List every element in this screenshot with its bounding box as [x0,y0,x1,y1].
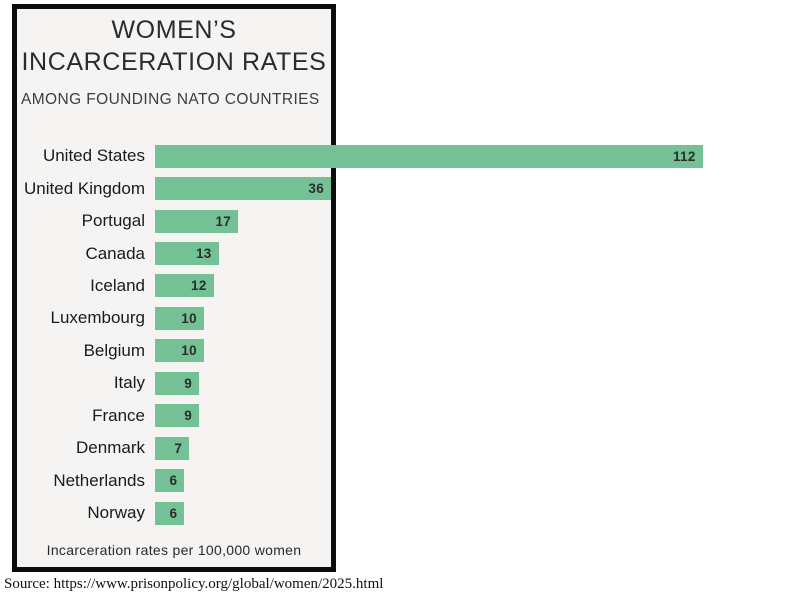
bar-united-kingdom: 36 [155,177,332,201]
table-row: Denmark 7 [17,432,777,464]
axis-caption: Incarceration rates per 100,000 women [46,542,302,558]
table-row: Luxembourg 10 [17,302,777,334]
bar-united-states: 112 [155,144,703,168]
source-citation: Source: https://www.prisonpolicy.org/glo… [4,576,384,592]
bar-value-label: 10 [181,343,197,359]
country-label-iceland: Iceland [90,275,145,295]
bar-value-label: 36 [308,181,325,197]
bar-value-label: 7 [174,440,183,456]
country-label-united-kingdom: United Kingdom [24,178,145,198]
bar-value-label: 10 [181,310,197,326]
chart-title-line2: INCARCERATION RATES [21,48,327,76]
bar-value-label: 12 [191,278,207,294]
table-row: Italy 9 [17,367,777,399]
country-label-belgium: Belgium [83,340,145,360]
bar-netherlands: 6 [155,469,185,493]
chart-header: WOMEN’S INCARCERATION RATES [17,14,331,78]
bar-value-label: 9 [184,408,192,424]
bar-value-label: 6 [169,473,178,489]
bar-portugal: 17 [155,209,239,233]
country-label-portugal: Portugal [81,211,145,231]
country-label-united-states: United States [42,146,145,166]
chart-title-line1: WOMEN’S [111,16,237,44]
country-label-canada: Canada [85,243,145,263]
bar-canada: 13 [155,242,219,266]
table-row: Iceland 12 [17,270,777,302]
bar-value-label: 17 [215,213,232,229]
country-label-france: France [92,405,145,425]
chart-subtitle: AMONG FOUNDING NATO COUNTRIES [21,91,320,108]
country-label-netherlands: Netherlands [53,470,145,490]
table-row: Portugal 17 [17,205,777,237]
country-label-denmark: Denmark [76,438,145,458]
table-row: Belgium 10 [17,335,777,367]
country-label-luxembourg: Luxembourg [50,308,145,328]
bar-value-label: 9 [184,375,192,391]
bar-value-label: 6 [169,505,178,521]
bar-value-label: 13 [195,246,212,262]
bar-denmark: 7 [155,436,190,460]
table-row: Canada 13 [17,237,777,269]
table-row: France 9 [17,400,777,432]
table-row: Norway 6 [17,497,777,529]
bar-france: 9 [155,404,199,428]
bar-belgium: 10 [155,339,204,363]
table-row: United Kingdom 36 [17,172,777,204]
bar-italy: 9 [155,371,199,395]
bar-chart-rows: United States 112 United Kingdom 36 Portugal… [17,140,777,529]
country-label-italy: Italy [113,373,145,393]
bar-value-label: 112 [672,148,696,164]
bar-luxembourg: 10 [155,306,204,330]
bar-iceland: 12 [155,274,214,298]
table-row: United States 112 [17,140,777,172]
country-label-norway: Norway [87,503,145,523]
table-row: Netherlands 6 [17,464,777,496]
bar-norway: 6 [155,501,185,525]
